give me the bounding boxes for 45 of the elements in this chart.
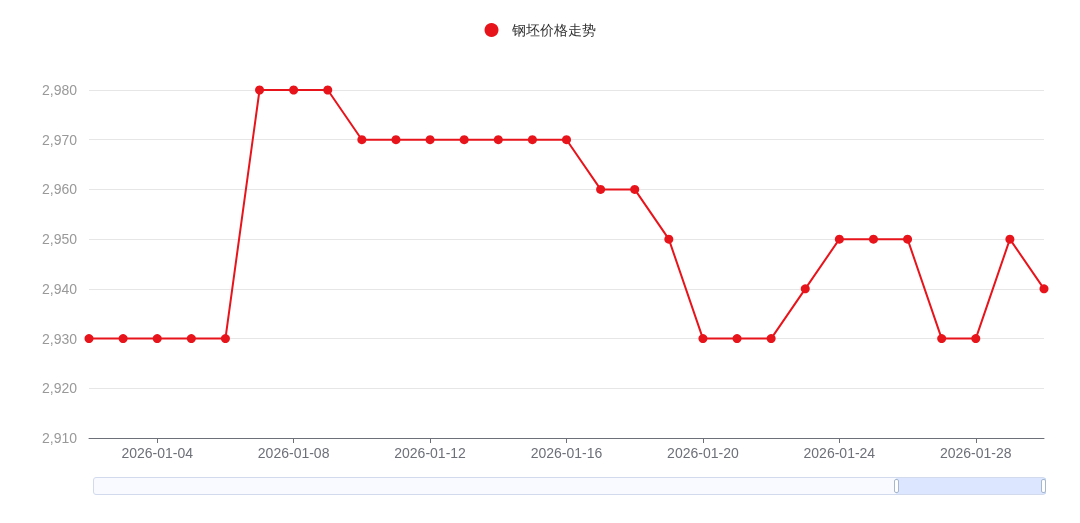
point <box>357 135 367 145</box>
point <box>732 334 742 344</box>
y-tick-label: 2,910 <box>41 430 78 446</box>
y-tick-label: 2,970 <box>41 131 78 148</box>
point <box>868 234 878 244</box>
point <box>323 85 333 95</box>
y-tick-label: 2,920 <box>41 380 78 397</box>
point <box>1039 284 1049 294</box>
x-tick-label: 2026-01-08 <box>257 445 330 461</box>
x-tick-label: 2026-01-28 <box>939 445 1012 461</box>
x-tick-label: 2026-01-20 <box>667 445 739 461</box>
y-tick-label: 2,980 <box>41 82 78 98</box>
point <box>118 334 128 344</box>
point <box>766 334 776 344</box>
point <box>425 135 435 145</box>
point <box>186 334 196 344</box>
point <box>971 334 981 344</box>
legend-label: 钢坯价格走势 <box>510 22 596 38</box>
point <box>289 85 299 95</box>
point <box>698 334 708 344</box>
y-tick-label: 2,930 <box>41 330 78 347</box>
point <box>903 234 913 244</box>
point <box>800 284 810 294</box>
point <box>391 135 401 145</box>
x-tick-label: 2026-01-12 <box>394 445 467 461</box>
point <box>1005 234 1015 244</box>
y-tick-label: 2,960 <box>41 181 78 198</box>
point <box>152 334 162 344</box>
y-tick-label: 2,950 <box>41 231 78 248</box>
point <box>834 234 844 244</box>
x-tick-label: 2026-01-04 <box>121 445 194 461</box>
point <box>255 85 265 95</box>
point <box>630 184 640 194</box>
point <box>459 135 469 145</box>
x-tick-label: 2026-01-24 <box>803 445 876 461</box>
point <box>220 334 230 344</box>
point <box>562 135 571 145</box>
point <box>493 135 503 145</box>
y-tick-label: 2,940 <box>41 280 78 297</box>
point <box>596 184 606 194</box>
x-tick-label: 2026-01-16 <box>530 445 603 461</box>
point <box>527 135 537 145</box>
point <box>664 234 674 244</box>
point <box>937 334 947 344</box>
point <box>84 334 94 344</box>
